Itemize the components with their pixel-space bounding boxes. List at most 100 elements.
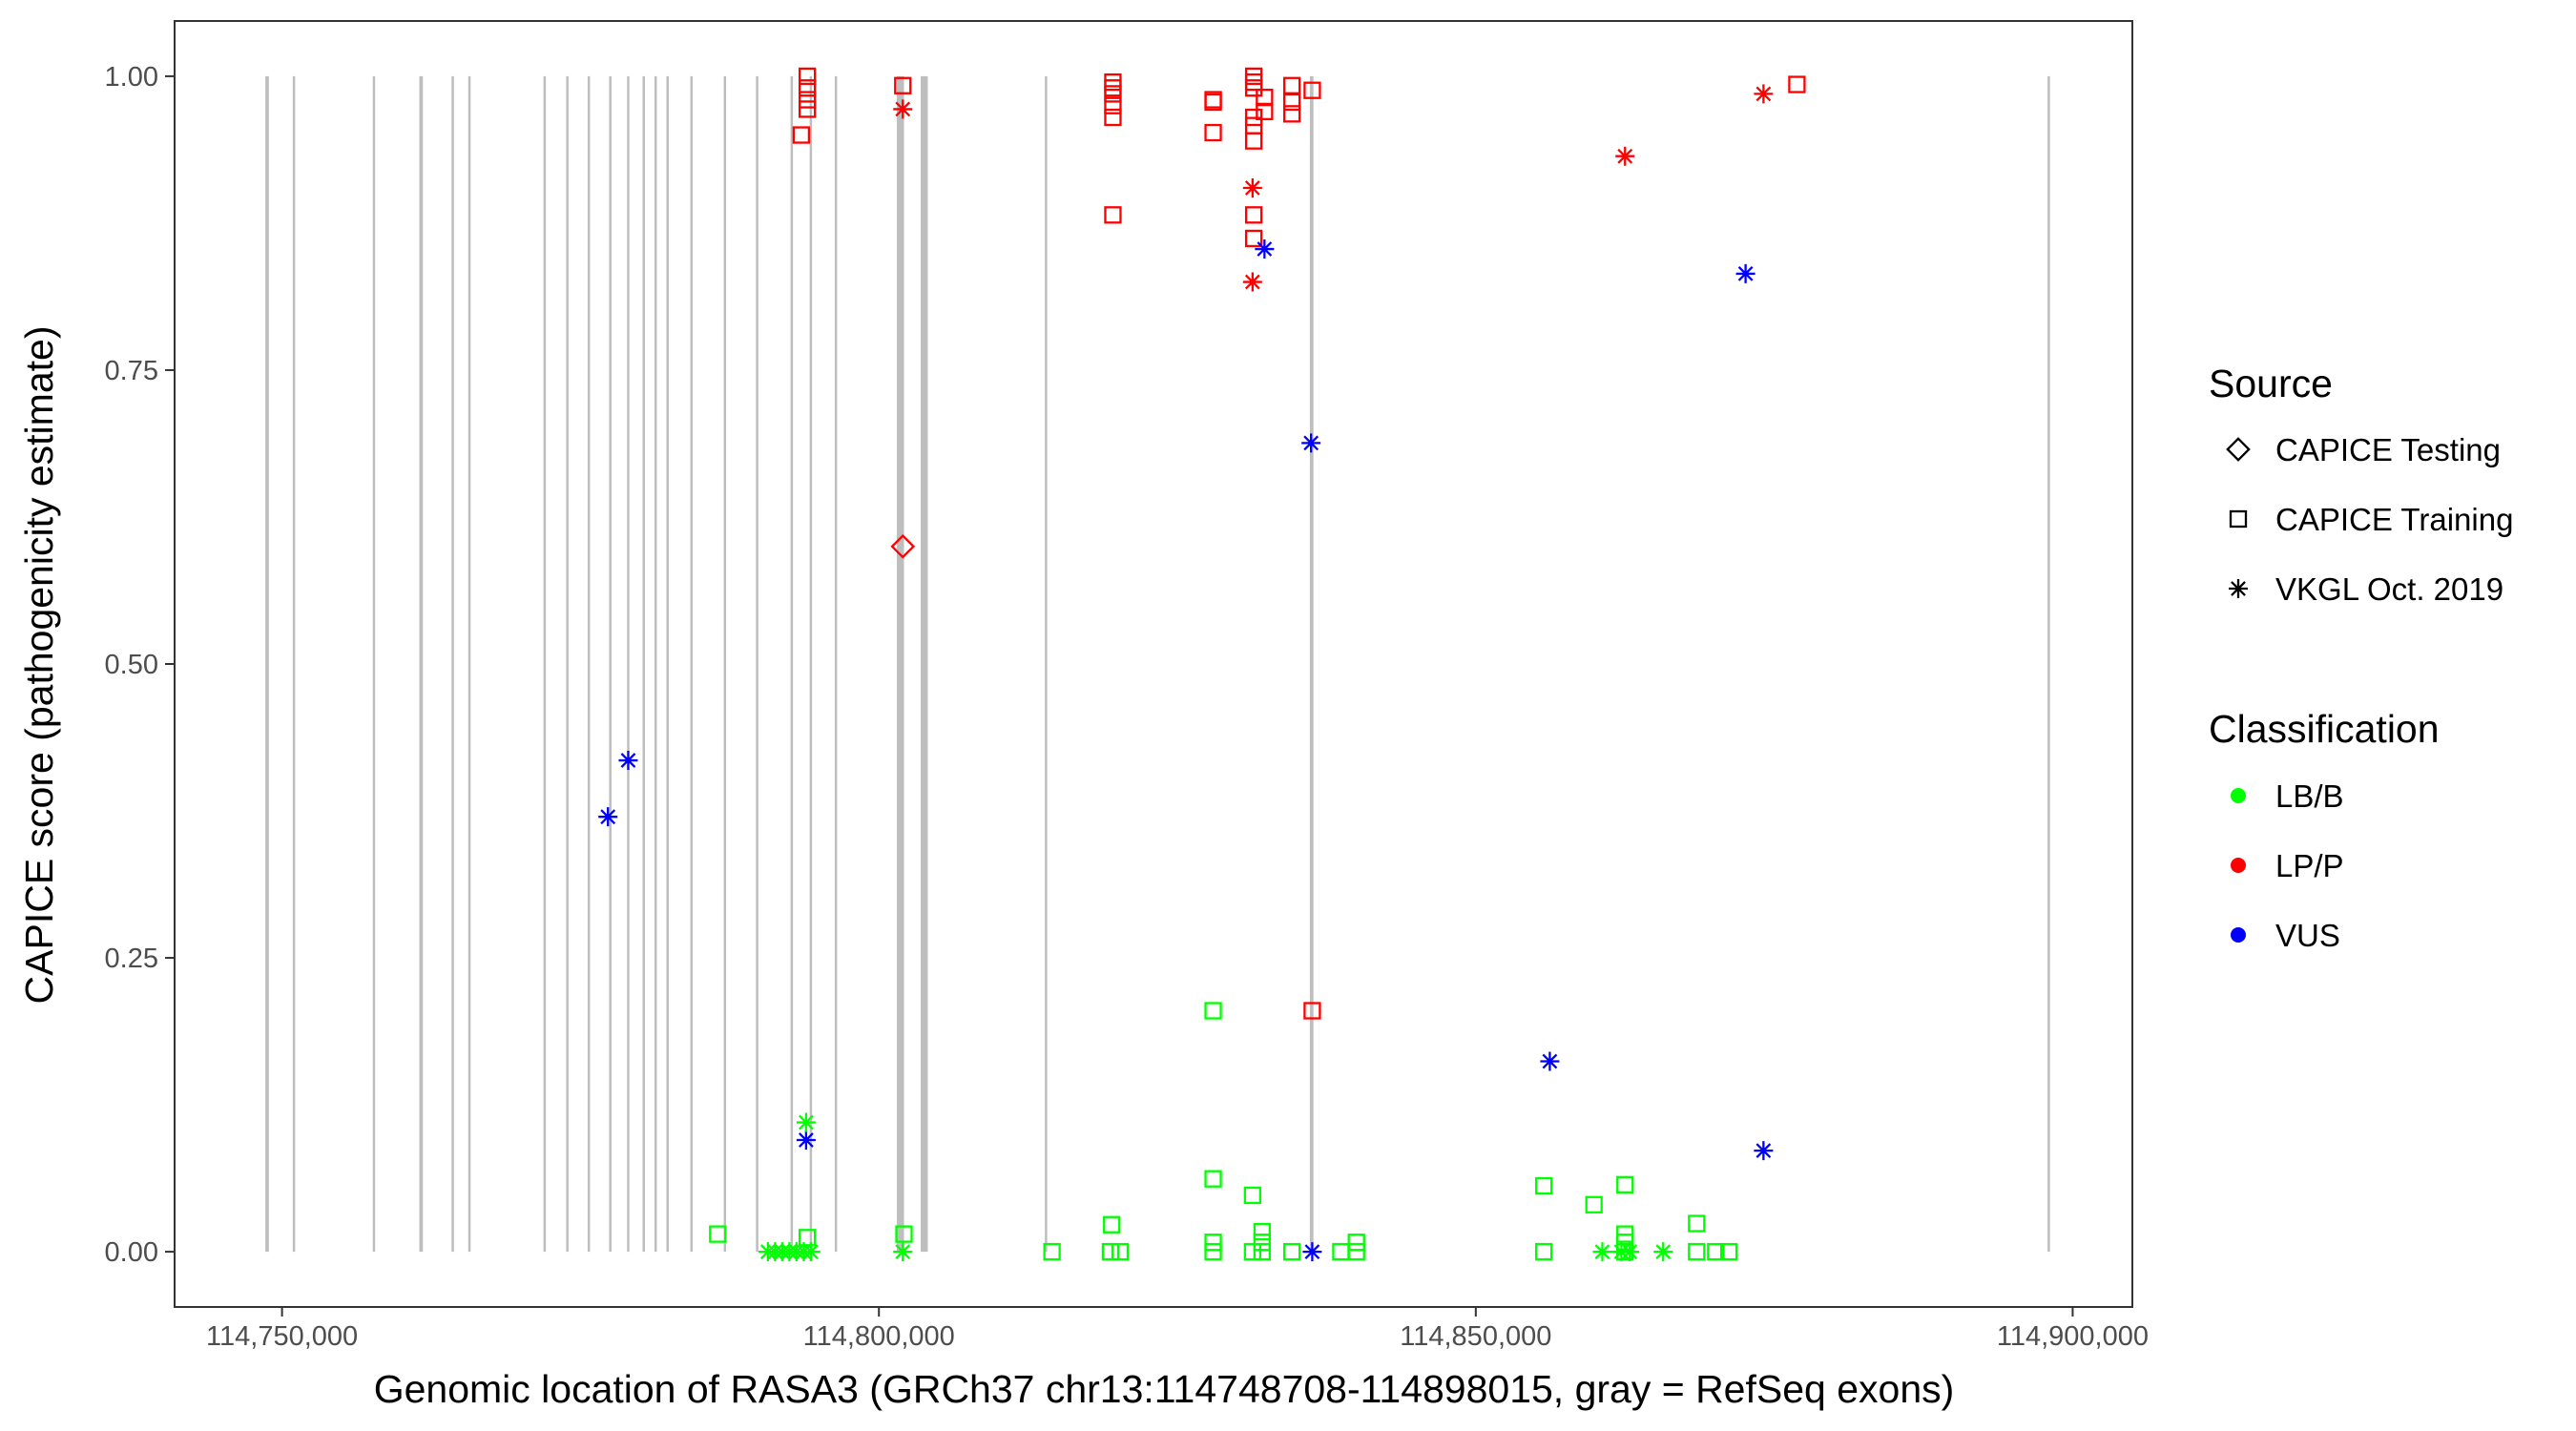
square-point (798, 91, 817, 109)
exon-line (451, 75, 454, 1253)
asterisk-point (800, 1242, 821, 1262)
exon-lines (265, 75, 2050, 1253)
exon-line (756, 75, 758, 1253)
square-point (1204, 1242, 1222, 1261)
square-point (1303, 1002, 1321, 1020)
square-point (1303, 81, 1321, 99)
square-point (1204, 123, 1222, 142)
exon-line (566, 75, 569, 1253)
square-point (1244, 132, 1263, 150)
exon-line (467, 75, 471, 1253)
square-point (1103, 1215, 1121, 1234)
square-point (1585, 1195, 1603, 1213)
square-point (1282, 105, 1301, 123)
legend-asterisk-key (2229, 579, 2248, 598)
square-point (1256, 88, 1274, 107)
square-point (1104, 85, 1122, 103)
legend-classification-label: LB/B (2275, 778, 2344, 814)
asterisk-point (1302, 1242, 1322, 1262)
exon-line (543, 75, 547, 1253)
square-point (1616, 1234, 1634, 1252)
square-point (1688, 1214, 1706, 1233)
y-tick-label: 0.50 (105, 650, 158, 680)
legend: Source CAPICE Testing CAPICE Training VKGL… (2209, 362, 2513, 953)
square-point (798, 1229, 817, 1247)
legend-source-label: VKGL Oct. 2019 (2275, 571, 2503, 607)
legend-classification-label: LP/P (2275, 848, 2344, 883)
square-point (1253, 1234, 1272, 1252)
asterisk-point (1255, 239, 1275, 259)
square-point (1788, 75, 1806, 93)
asterisk-point (893, 99, 913, 119)
square-point (1244, 206, 1263, 224)
legend-classification-label: VUS (2275, 918, 2340, 953)
exon-line (2047, 75, 2050, 1253)
square-point (1243, 1186, 1262, 1205)
legend-color-key (2231, 788, 2246, 803)
exon-line (1045, 75, 1048, 1253)
square-point (1282, 1242, 1301, 1261)
asterisk-point (1735, 263, 1755, 283)
asterisk-point (1301, 433, 1321, 453)
exon-line (609, 75, 612, 1253)
square-point (798, 67, 817, 86)
asterisk-point (1242, 272, 1262, 292)
square-point (895, 1225, 913, 1243)
square-point (1534, 1242, 1553, 1261)
exon-line (654, 75, 657, 1253)
data-points (598, 67, 1806, 1262)
asterisk-point (796, 1130, 816, 1151)
exon-line (1309, 75, 1314, 1253)
square-point (1688, 1242, 1706, 1261)
panel-border (174, 20, 2133, 1308)
square-point (1282, 93, 1301, 112)
x-tick-label: 114,750,000 (206, 1321, 358, 1352)
y-tick-label: 0.00 (105, 1237, 158, 1268)
square-point (709, 1225, 727, 1243)
asterisk-point (1540, 1051, 1560, 1071)
exon-line (587, 75, 591, 1253)
asterisk-point (1754, 1141, 1774, 1161)
x-tick-label: 114,900,000 (1997, 1321, 2149, 1352)
exon-line (790, 75, 794, 1253)
exon-line (265, 75, 269, 1253)
square-point (1256, 102, 1274, 121)
square-point (1707, 1242, 1725, 1261)
square-point (1243, 1242, 1262, 1261)
exon-line (809, 75, 813, 1253)
legend-source-label: CAPICE Training (2275, 502, 2513, 537)
y-tick-label: 0.75 (105, 356, 158, 386)
square-point (1204, 1002, 1222, 1020)
asterisk-point (796, 1112, 816, 1132)
asterisk-point (1754, 84, 1774, 104)
axis-ticks: 0.00 0.25 0.50 0.75 1.00 114,750,000 114,800,0… (105, 62, 2149, 1352)
exon-line (690, 75, 694, 1253)
diamond-point (890, 533, 916, 559)
square-point (792, 126, 811, 144)
exon-line (834, 75, 838, 1253)
asterisk-point (893, 1242, 913, 1262)
square-point (1204, 93, 1222, 112)
legend-color-key (2231, 858, 2246, 873)
x-axis-title: Genomic location of RASA3 (GRCh37 chr13:… (374, 1367, 1955, 1411)
asterisk-point (598, 807, 618, 827)
square-point (1104, 96, 1122, 114)
exon-line (642, 75, 645, 1253)
legend-source-items: CAPICE Testing CAPICE Training VKGL Oct. 2… (2226, 432, 2513, 607)
square-point (798, 79, 817, 97)
square-point (1101, 1242, 1120, 1261)
square-point (1204, 1234, 1222, 1252)
legend-source-label: CAPICE Testing (2275, 432, 2501, 467)
exon-line (627, 75, 630, 1253)
square-point (1043, 1242, 1061, 1261)
legend-classification-items: LB/B LP/P VUS (2231, 778, 2344, 953)
exon-line (723, 75, 727, 1253)
y-tick-label: 1.00 (105, 62, 158, 93)
y-tick-label: 0.25 (105, 944, 158, 974)
legend-square-key (2229, 509, 2248, 529)
asterisk-point (1615, 146, 1635, 166)
square-point (1347, 1242, 1365, 1261)
legend-source-title: Source (2209, 362, 2333, 405)
exon-line (292, 75, 296, 1253)
legend-diamond-key (2226, 437, 2251, 462)
